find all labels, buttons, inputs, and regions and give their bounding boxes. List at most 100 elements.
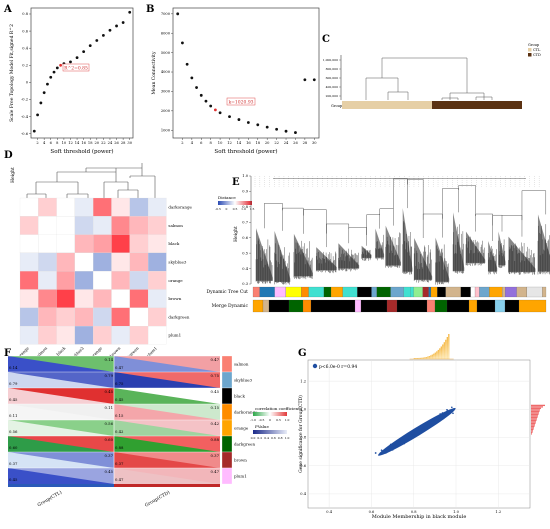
g-point xyxy=(413,434,415,437)
g-point xyxy=(399,440,402,442)
y-ticks-e: 0.3 0.4 0.5 0.6 0.7 0.8 0.9 1.0 xyxy=(242,174,251,286)
f-module-label: salmon xyxy=(234,361,249,366)
heatmap-cell xyxy=(38,234,57,254)
merge-segment xyxy=(252,299,264,313)
heatmap-cell xyxy=(148,197,167,217)
b-point xyxy=(294,131,297,134)
g-point xyxy=(406,439,409,442)
g-ytick-label: 0.6 xyxy=(300,464,306,468)
f-value: 0.37 xyxy=(105,453,114,458)
dynamic-segment xyxy=(259,286,275,298)
row-label: black xyxy=(168,241,179,246)
dendrogram-c-top xyxy=(381,57,468,93)
dynamic-segment xyxy=(323,286,332,298)
f-value: 0.47 xyxy=(211,357,220,362)
panel-f: F 0.140.140.470.470.790.790.750.750.450.… xyxy=(4,348,300,509)
heatmap-cell xyxy=(19,197,39,217)
g-top-bar xyxy=(416,357,418,359)
a-point xyxy=(75,56,79,60)
e-fan xyxy=(453,212,465,271)
d-legend-tick: 0 xyxy=(226,207,228,211)
g-point xyxy=(384,449,386,451)
e-merge xyxy=(393,178,408,208)
heatmap-cell xyxy=(129,271,149,290)
g-point xyxy=(416,428,419,430)
legend-marker-g xyxy=(312,363,318,369)
f-cell-triangle xyxy=(114,356,220,372)
group-bar-ctd xyxy=(432,101,522,109)
merge-segment xyxy=(302,299,312,313)
heatmap-cell xyxy=(74,271,94,290)
dynamic-segment xyxy=(428,286,432,298)
panel-label-b: B xyxy=(146,4,154,15)
legend-gradient-d xyxy=(218,201,252,205)
a-xtick-label: 30 xyxy=(127,141,132,145)
f-legend2-tick: 0.6 xyxy=(271,436,276,440)
f-value: 0.45 xyxy=(9,477,18,482)
g-point xyxy=(399,443,401,446)
heatmap-cell xyxy=(19,307,39,327)
g-point xyxy=(392,443,395,446)
y-axis-label-b: Mean Connectivity xyxy=(151,51,157,94)
f-value: 0.79 xyxy=(105,373,114,378)
f-module-label: darkgreen xyxy=(234,441,255,446)
g-point xyxy=(385,451,388,454)
g-ytick-label: 1.2 xyxy=(300,379,306,383)
e-fan xyxy=(488,240,498,272)
e-fan xyxy=(338,243,360,269)
b-xtick-label: 2 xyxy=(181,141,183,145)
e-merge xyxy=(379,207,394,214)
a-ytick-label: 0 xyxy=(26,81,29,85)
g-right-bar xyxy=(531,428,534,431)
a-point xyxy=(95,39,99,42)
merge-segment xyxy=(310,299,356,313)
right-histogram-g xyxy=(531,404,545,435)
dynamic-segment xyxy=(445,286,461,298)
g-point xyxy=(388,450,391,452)
merge-segment xyxy=(434,299,448,313)
f-cell-triangle xyxy=(8,404,114,420)
f-module-swatch xyxy=(221,403,233,421)
merge-segment xyxy=(386,299,398,313)
heatmap-cell xyxy=(38,289,57,308)
a-point xyxy=(88,44,92,48)
b-xtick-label: 28 xyxy=(303,141,308,145)
g-point xyxy=(424,428,427,431)
f-cell-triangle xyxy=(114,420,220,436)
f-legend-tick: -0.5 xyxy=(259,418,265,422)
g-point xyxy=(449,410,452,413)
gene-dendrogram-e xyxy=(254,176,550,285)
f-value: 0.47 xyxy=(115,477,124,482)
g-point xyxy=(439,413,441,415)
g-right-bar xyxy=(531,407,541,410)
dynamic-segment xyxy=(301,286,309,298)
g-top-bar xyxy=(418,357,420,359)
g-point xyxy=(441,414,444,416)
b-point xyxy=(228,115,231,119)
merge-segment xyxy=(446,299,470,313)
dynamic-segment xyxy=(308,286,325,298)
dendrogram-c-right xyxy=(449,92,485,100)
legend2-ticks-f: 0.0 0.2 0.4 0.6 0.8 1.0 xyxy=(251,436,290,440)
g-xtick-label: 1.0 xyxy=(453,510,459,514)
dynamic-segment xyxy=(422,286,429,298)
a-point xyxy=(36,113,39,117)
heatmap-cell xyxy=(111,326,130,345)
e-merge xyxy=(501,215,523,221)
f-value: 0.56 xyxy=(9,429,18,434)
merge-segment xyxy=(360,299,388,313)
g-right-bar xyxy=(531,418,537,420)
a-xtick-label: 20 xyxy=(95,141,100,145)
merge-segment xyxy=(426,299,436,313)
heatmap-cell xyxy=(148,271,167,290)
b-point xyxy=(195,86,198,89)
heatmap-cell xyxy=(111,216,130,235)
module-labels-f: salmon skyblue3 black darkorange orange darkg… xyxy=(234,361,258,478)
g-top-bar xyxy=(430,355,432,359)
f-value: 0.11 xyxy=(9,413,17,418)
row-label: plum1 xyxy=(168,333,181,338)
f-module-label: brown xyxy=(234,457,247,462)
b-xtick-label: 4 xyxy=(191,141,194,145)
e-ytick-label: 0.9 xyxy=(242,190,248,194)
